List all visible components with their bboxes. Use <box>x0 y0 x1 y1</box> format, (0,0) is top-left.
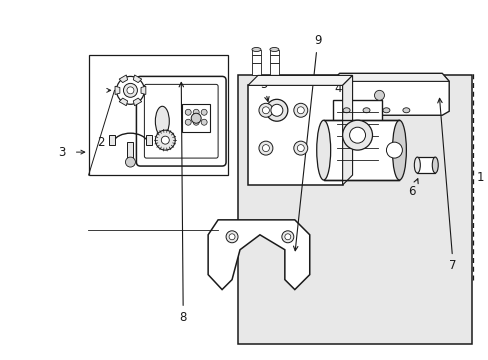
Circle shape <box>127 87 134 94</box>
Circle shape <box>262 145 269 152</box>
Circle shape <box>342 120 372 150</box>
Text: 3: 3 <box>58 145 65 159</box>
Text: 8: 8 <box>179 82 186 324</box>
Bar <box>127 142 133 162</box>
Ellipse shape <box>402 108 409 113</box>
Polygon shape <box>133 98 142 106</box>
Circle shape <box>185 119 191 125</box>
Circle shape <box>161 136 169 144</box>
Text: 4: 4 <box>333 82 347 109</box>
Polygon shape <box>332 73 448 81</box>
Circle shape <box>185 109 191 115</box>
Ellipse shape <box>269 48 278 51</box>
Ellipse shape <box>343 108 349 113</box>
Ellipse shape <box>316 120 330 180</box>
FancyBboxPatch shape <box>136 76 225 166</box>
Circle shape <box>281 231 293 243</box>
Polygon shape <box>119 75 127 82</box>
Ellipse shape <box>382 108 389 113</box>
Circle shape <box>297 145 304 152</box>
Text: 9: 9 <box>293 34 321 251</box>
Circle shape <box>259 141 272 155</box>
Circle shape <box>123 84 137 97</box>
Text: 2: 2 <box>97 136 114 149</box>
Circle shape <box>349 127 365 143</box>
Polygon shape <box>119 98 127 106</box>
Circle shape <box>201 109 207 115</box>
Circle shape <box>193 119 199 125</box>
Text: 1: 1 <box>476 171 484 184</box>
Circle shape <box>228 234 235 240</box>
Bar <box>269 55 278 63</box>
Bar <box>88 55 227 175</box>
Circle shape <box>293 141 307 155</box>
Ellipse shape <box>392 120 406 180</box>
Circle shape <box>116 76 144 104</box>
Bar <box>416 157 434 173</box>
Ellipse shape <box>413 157 420 173</box>
Text: 6: 6 <box>408 179 417 198</box>
Text: 7: 7 <box>437 98 456 272</box>
Circle shape <box>285 234 290 240</box>
Circle shape <box>225 231 238 243</box>
Circle shape <box>265 99 287 121</box>
Bar <box>323 120 399 180</box>
Bar <box>146 135 152 145</box>
Polygon shape <box>115 86 120 94</box>
Circle shape <box>193 109 199 115</box>
Bar <box>247 85 342 185</box>
Circle shape <box>191 113 201 123</box>
Circle shape <box>297 107 304 114</box>
Polygon shape <box>247 75 352 85</box>
Polygon shape <box>141 86 145 94</box>
Bar <box>332 100 382 170</box>
Bar <box>251 50 261 55</box>
Ellipse shape <box>155 106 169 136</box>
Circle shape <box>155 130 175 150</box>
Bar <box>251 63 261 75</box>
Bar <box>269 63 278 75</box>
Circle shape <box>270 104 282 116</box>
Circle shape <box>262 107 269 114</box>
Text: 5: 5 <box>260 78 268 102</box>
Circle shape <box>201 119 207 125</box>
Circle shape <box>374 90 384 100</box>
Bar <box>269 50 278 55</box>
Polygon shape <box>342 75 352 185</box>
Circle shape <box>386 142 402 158</box>
Bar <box>182 104 210 132</box>
Polygon shape <box>133 75 142 82</box>
Ellipse shape <box>362 108 369 113</box>
Polygon shape <box>332 73 448 115</box>
Ellipse shape <box>251 48 261 51</box>
Bar <box>238 75 471 345</box>
Bar <box>251 55 261 63</box>
Polygon shape <box>208 220 309 289</box>
Bar <box>108 135 114 145</box>
Circle shape <box>125 157 135 167</box>
Ellipse shape <box>431 157 437 173</box>
Circle shape <box>293 103 307 117</box>
Circle shape <box>259 103 272 117</box>
